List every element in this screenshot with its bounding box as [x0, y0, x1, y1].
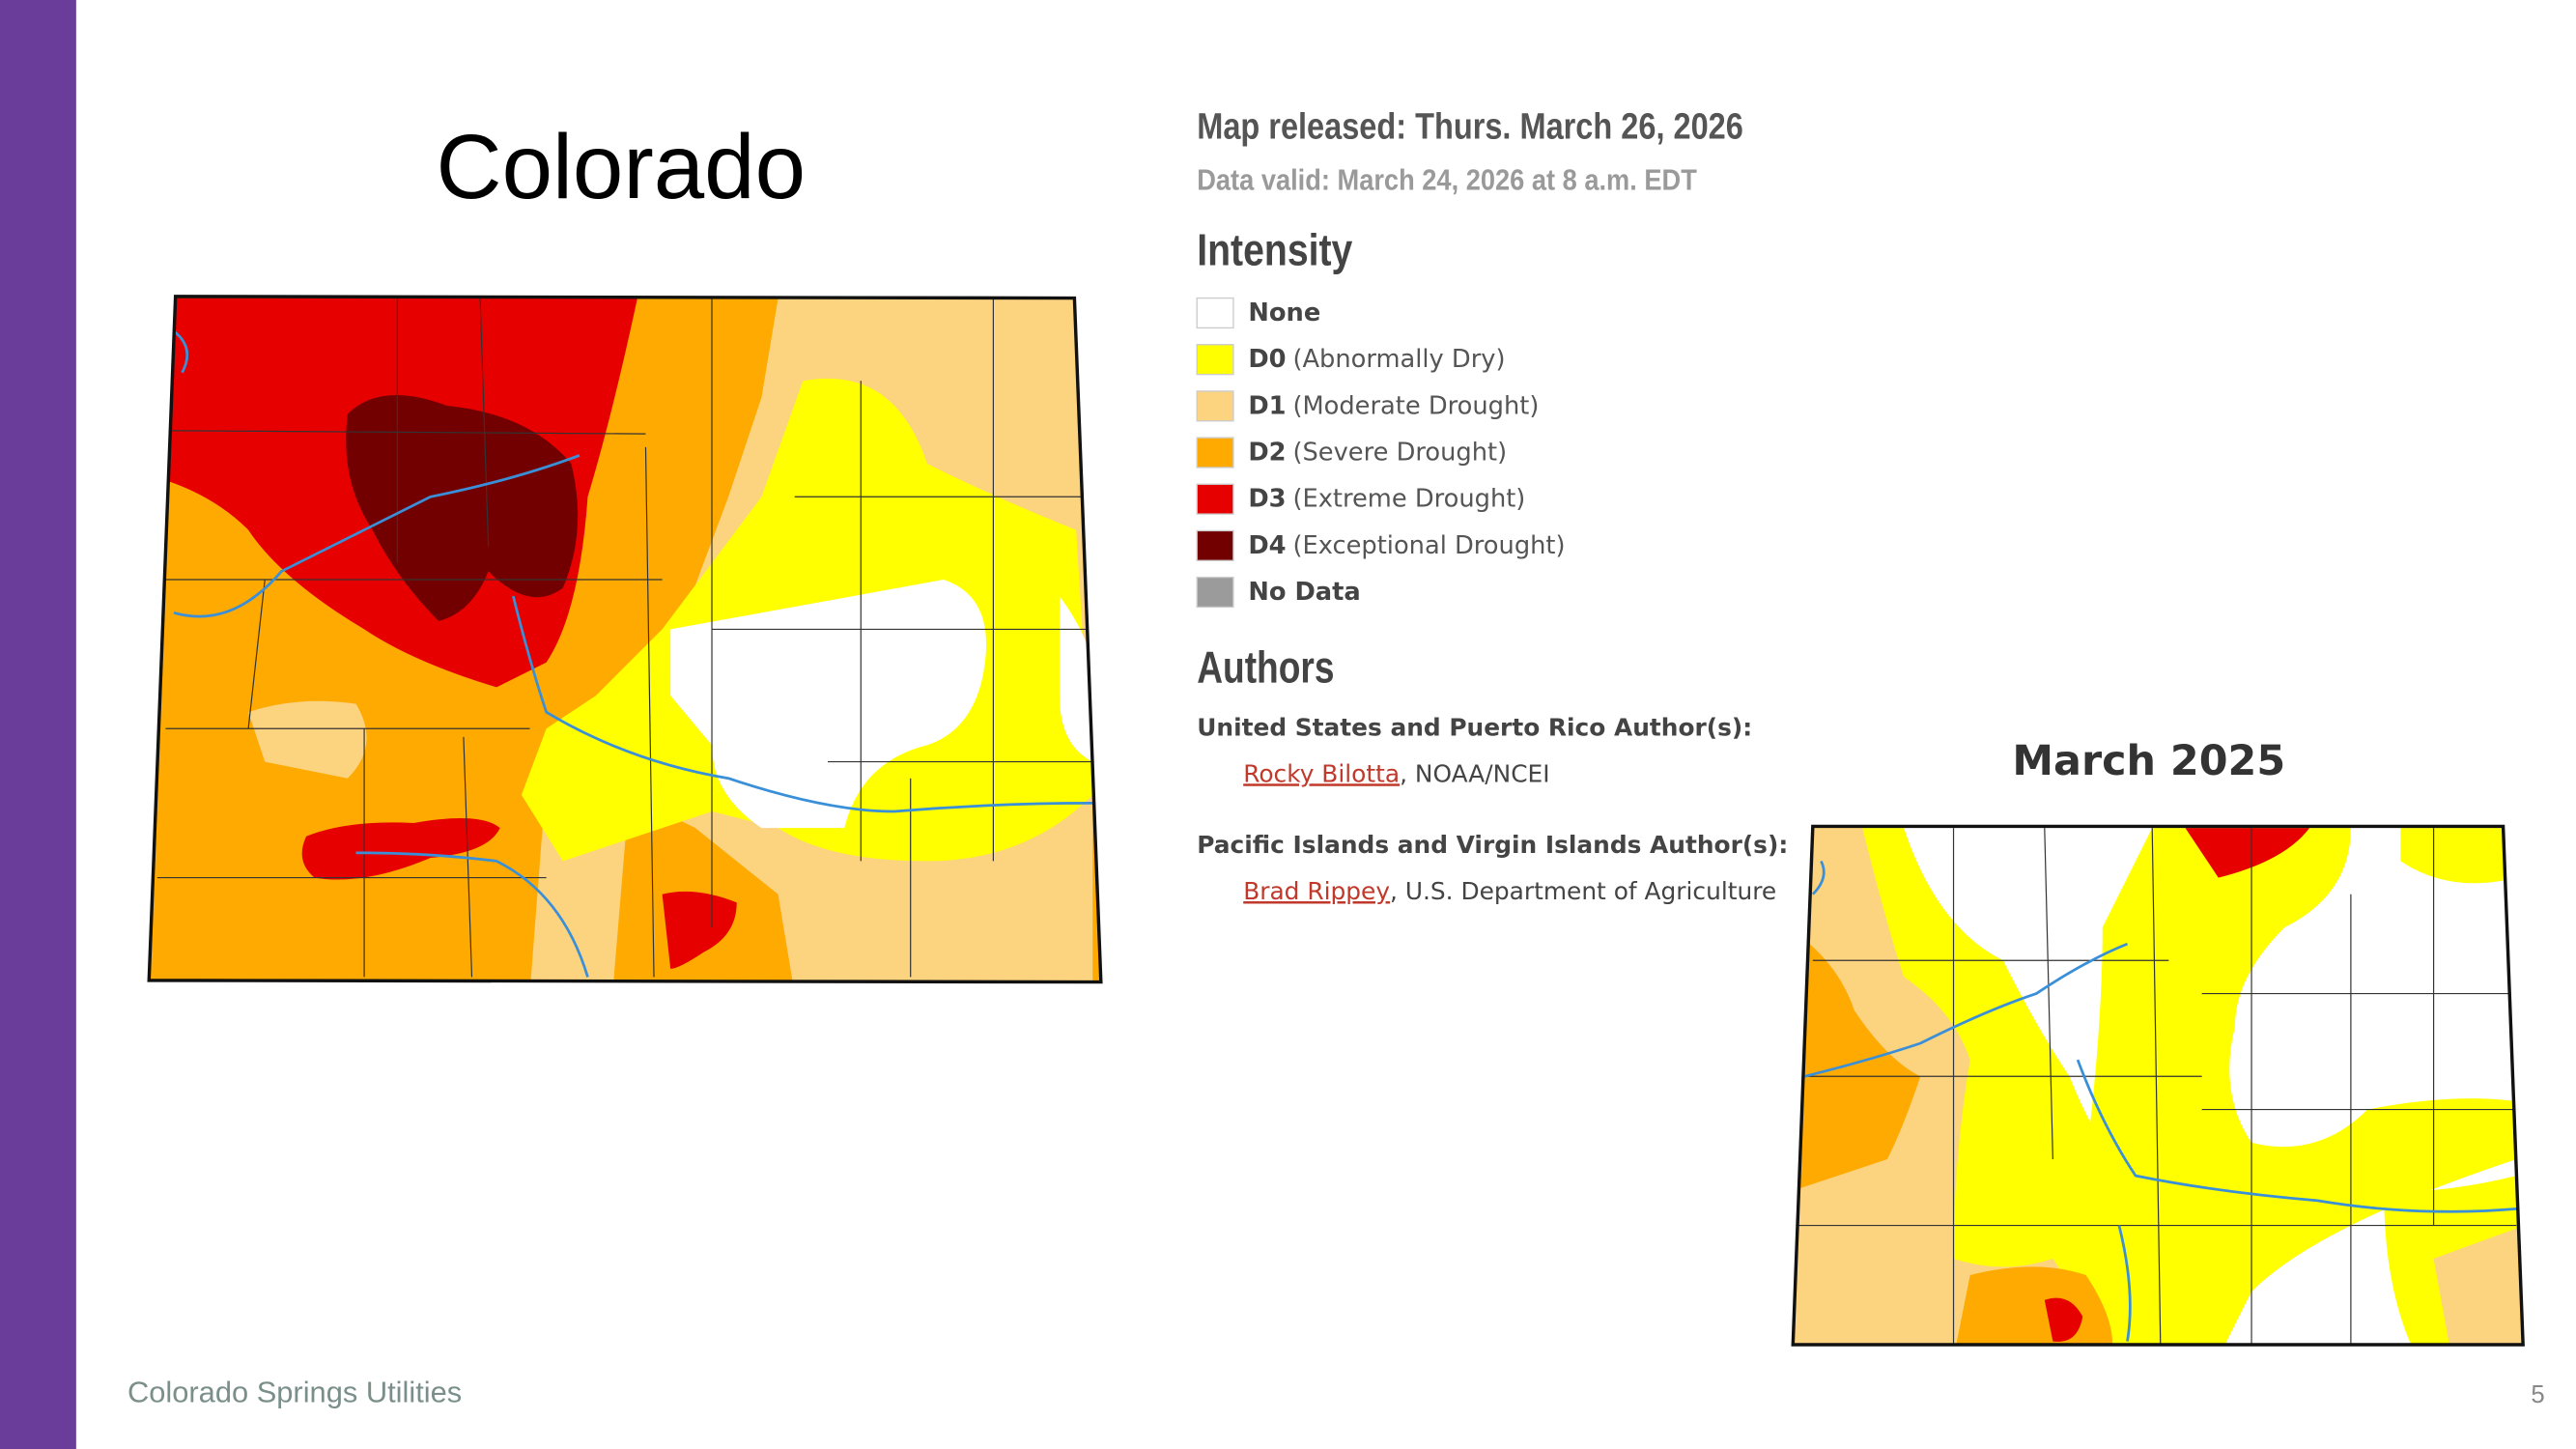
legend-code: D3 [1248, 484, 1286, 513]
authors-heading: Authors [1197, 642, 1334, 693]
legend-label: (Abnormally Dry) [1292, 345, 1505, 374]
footer-text: Colorado Springs Utilities [127, 1376, 462, 1409]
author-line: Brad Rippey, U.S. Department of Agricult… [1243, 877, 1776, 905]
legend-swatch [1196, 529, 1234, 561]
slide-title: Colorado [436, 116, 806, 217]
legend-entry: None [1248, 298, 1320, 327]
main-drought-map [147, 295, 1103, 984]
author-affiliation: , U.S. Department of Agriculture [1390, 877, 1776, 905]
legend-swatch [1196, 483, 1234, 515]
legend-label: (Severe Drought) [1292, 438, 1507, 467]
legend-swatch [1196, 297, 1234, 329]
legend-entry: D1 (Moderate Drought) [1248, 391, 1539, 420]
legend-swatch [1196, 344, 1234, 376]
comparison-drought-map [1791, 824, 2525, 1347]
legend-entry: D2 (Severe Drought) [1248, 438, 1507, 467]
map-released: Map released: Thurs. March 26, 2026 [1197, 106, 1743, 147]
legend-heading: Intensity [1197, 225, 1352, 275]
comparison-title: March 2025 [2012, 737, 2285, 785]
legend-swatch [1196, 576, 1234, 609]
legend-code: D4 [1248, 530, 1286, 559]
legend-label: (Extreme Drought) [1292, 484, 1525, 513]
legend-code: None [1248, 298, 1320, 327]
author-group-label: Pacific Islands and Virgin Islands Autho… [1197, 831, 1788, 859]
author-affiliation: , NOAA/NCEI [1400, 759, 1550, 787]
data-valid: Data valid: March 24, 2026 at 8 a.m. EDT [1197, 163, 1697, 197]
legend-label: (Exceptional Drought) [1292, 530, 1565, 559]
author-link[interactable]: Rocky Bilotta [1243, 759, 1400, 787]
side-bar [0, 0, 76, 1449]
legend-swatch [1196, 437, 1234, 469]
legend-code: No Data [1248, 578, 1360, 607]
author-link[interactable]: Brad Rippey [1243, 877, 1390, 905]
author-group-label: United States and Puerto Rico Author(s): [1197, 713, 1752, 741]
legend-entry: D4 (Exceptional Drought) [1248, 530, 1565, 559]
legend-swatch [1196, 390, 1234, 422]
legend-code: D1 [1248, 391, 1286, 420]
legend-entry: D3 (Extreme Drought) [1248, 484, 1525, 513]
legend-code: D2 [1248, 438, 1286, 467]
author-line: Rocky Bilotta, NOAA/NCEI [1243, 759, 1549, 787]
legend-entry: No Data [1248, 578, 1360, 607]
legend-label: (Moderate Drought) [1292, 391, 1539, 420]
legend-code: D0 [1248, 345, 1286, 374]
page-number: 5 [2531, 1381, 2544, 1408]
legend-entry: D0 (Abnormally Dry) [1248, 345, 1505, 374]
